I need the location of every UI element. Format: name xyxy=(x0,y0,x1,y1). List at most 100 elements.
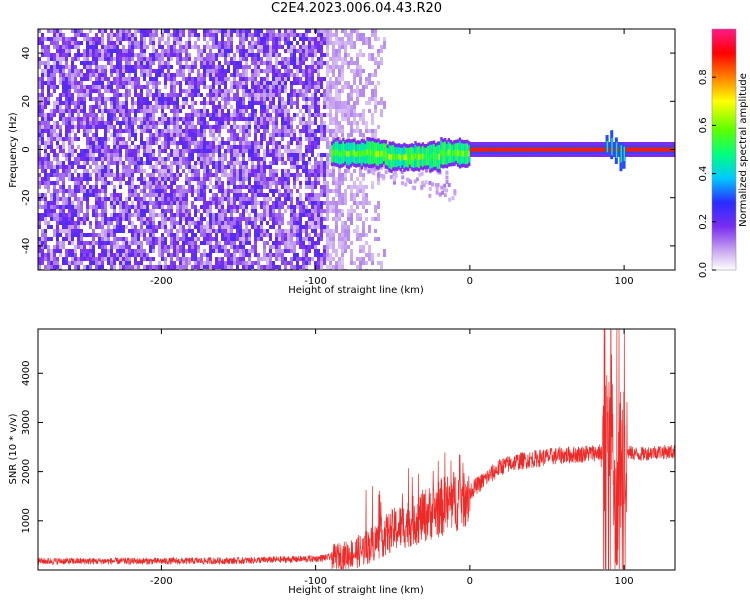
heatmap-cell xyxy=(50,169,53,177)
heatmap-cell xyxy=(176,165,179,173)
heatmap-cell xyxy=(359,69,362,73)
heatmap-cell xyxy=(245,93,248,97)
heatmap-cell xyxy=(41,101,44,105)
heatmap-cell xyxy=(197,53,200,61)
heatmap-cell xyxy=(275,189,278,193)
heatmap-cell xyxy=(119,209,122,213)
heatmap-cell xyxy=(281,173,284,177)
heatmap-cell xyxy=(340,151,343,157)
heatmap-cell xyxy=(305,53,308,57)
heatmap-cell xyxy=(122,173,125,181)
heatmap-cell xyxy=(137,41,140,49)
heatmap-cell xyxy=(182,137,185,141)
heatmap-cell xyxy=(209,245,212,249)
heatmap-cell xyxy=(137,61,140,65)
heatmap-cell xyxy=(362,69,365,73)
heatmap-cell xyxy=(251,97,254,105)
heatmap-cell xyxy=(95,125,98,129)
heatmap-cell xyxy=(377,61,380,65)
heatmap-cell xyxy=(323,193,326,197)
heatmap-cell xyxy=(41,117,44,121)
heatmap-cell xyxy=(194,169,197,177)
heatmap-cell xyxy=(401,153,404,160)
heatmap-cell xyxy=(269,197,272,201)
heatmap-cell xyxy=(359,249,362,253)
heatmap-cell xyxy=(371,73,374,77)
heatmap-cell xyxy=(260,237,263,241)
heatmap-cell xyxy=(182,153,185,157)
heatmap-cell xyxy=(236,173,239,181)
heatmap-cell xyxy=(131,65,134,73)
heatmap-cell xyxy=(206,61,209,65)
heatmap-cell xyxy=(116,241,119,249)
heatmap-cell xyxy=(164,65,167,69)
heatmap-cell xyxy=(335,33,338,37)
heatmap-cell xyxy=(50,257,53,261)
heatmap-cell xyxy=(299,77,302,85)
heatmap-cell xyxy=(320,157,323,161)
heatmap-cell xyxy=(347,33,350,37)
heatmap-cell xyxy=(221,209,224,213)
heatmap-cell xyxy=(353,229,356,233)
heatmap-cell xyxy=(332,33,335,37)
heatmap-cell xyxy=(149,173,152,177)
heatmap-cell xyxy=(149,193,152,197)
heatmap-cell xyxy=(185,233,188,237)
heatmap-cell xyxy=(80,253,83,257)
heatmap-cell xyxy=(266,69,269,73)
heatmap-cell xyxy=(164,125,167,129)
heatmap-cell xyxy=(200,165,203,169)
heatmap-cell xyxy=(158,105,161,109)
heatmap-cell xyxy=(68,177,71,181)
heatmap-cell xyxy=(341,101,344,109)
heatmap-cell xyxy=(332,181,335,185)
heatmap-cell xyxy=(128,33,131,37)
heatmap-cell xyxy=(293,133,296,141)
heatmap-cell xyxy=(317,81,320,85)
heatmap-cell xyxy=(53,217,56,221)
heatmap-cell xyxy=(344,61,347,65)
heatmap-cell xyxy=(362,185,365,193)
heatmap-cell xyxy=(98,149,101,153)
heatmap-cell xyxy=(161,61,164,65)
heatmap-cell xyxy=(62,37,65,45)
heatmap-cell xyxy=(344,29,347,37)
heatmap-cell xyxy=(197,237,200,241)
heatmap-cell xyxy=(242,265,245,269)
heatmap-cell xyxy=(92,241,95,245)
heatmap-cell xyxy=(104,153,107,157)
heatmap-cell xyxy=(242,237,245,241)
heatmap-cell xyxy=(221,77,224,81)
heatmap-cell xyxy=(365,241,368,245)
heatmap-cell xyxy=(191,153,194,161)
heatmap-cell xyxy=(47,125,50,129)
heatmap-cell xyxy=(245,49,248,53)
heatmap-cell xyxy=(326,113,329,117)
heatmap-cell xyxy=(281,137,284,141)
heatmap-cell xyxy=(149,93,152,97)
heatmap-cell xyxy=(200,213,203,217)
heatmap-cell xyxy=(326,153,329,157)
heatmap-cell xyxy=(125,85,128,89)
heatmap-cell xyxy=(305,173,308,177)
heatmap-cell xyxy=(245,233,248,237)
heatmap-cell xyxy=(263,173,266,181)
heatmap-cell xyxy=(98,261,101,265)
heatmap-cell xyxy=(290,93,293,97)
heatmap-cell xyxy=(203,205,206,213)
heatmap-cell xyxy=(113,101,116,105)
heatmap-cell xyxy=(350,93,353,97)
heatmap-cell xyxy=(122,169,125,173)
heatmap-cell xyxy=(128,213,131,221)
heatmap-cell xyxy=(116,217,119,225)
heatmap-cell xyxy=(152,45,155,53)
heatmap-cell xyxy=(365,209,368,213)
heatmap-cell xyxy=(203,265,206,269)
heatmap-cell xyxy=(119,213,122,217)
heatmap-cell xyxy=(194,93,197,97)
heatmap-cell xyxy=(113,237,116,241)
heatmap-cell xyxy=(197,93,200,97)
heatmap-cell xyxy=(251,209,254,213)
heatmap-cell xyxy=(182,157,185,165)
heatmap-cell xyxy=(71,193,74,197)
